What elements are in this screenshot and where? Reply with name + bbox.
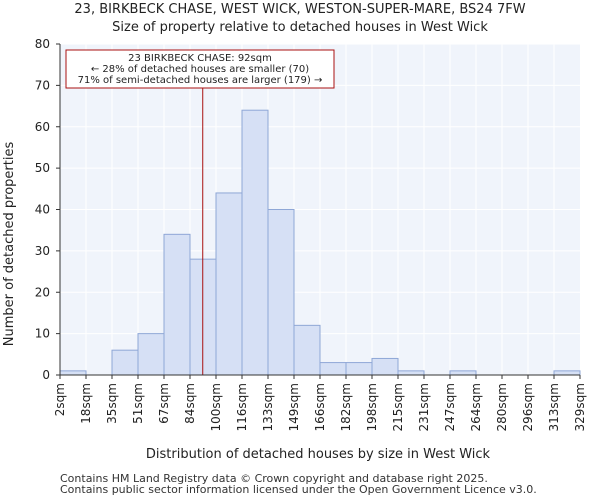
bar [449, 370, 477, 376]
x-tick-label: 231sqm [417, 383, 431, 431]
x-tick-label: 149sqm [287, 383, 301, 431]
bar [241, 109, 269, 376]
y-tick-label: 30 [35, 244, 50, 258]
y-axis-label: Number of detached properties [2, 142, 17, 347]
y-tick-label: 10 [35, 327, 50, 341]
annotation-box: 23 BIRKBECK CHASE: 92sqm ← 28% of detach… [65, 49, 335, 89]
x-tick-label: 264sqm [469, 383, 483, 431]
bar [553, 370, 581, 376]
footer-copyright: Contains HM Land Registry data © Crown c… [60, 472, 488, 485]
bar [345, 362, 373, 376]
bar [319, 362, 347, 376]
x-tick-label: 247sqm [443, 383, 457, 431]
x-tick-label: 67sqm [157, 383, 171, 424]
annotation-line-1: 23 BIRKBECK CHASE: 92sqm [128, 53, 272, 64]
x-tick-label: 51sqm [131, 383, 145, 424]
bar [293, 324, 321, 376]
footer-licence: Contains public sector information licen… [60, 483, 537, 496]
x-axis-label: Distribution of detached houses by size … [146, 447, 491, 462]
chart-title: 23, BIRKBECK CHASE, WEST WICK, WESTON-SU… [74, 2, 525, 17]
x-tick-label: 280sqm [495, 383, 509, 431]
x-tick-label: 116sqm [235, 383, 249, 431]
bar [397, 370, 425, 376]
y-tick-label: 60 [35, 120, 50, 134]
x-tick-label: 166sqm [313, 383, 327, 431]
bar [111, 349, 139, 376]
bar [59, 370, 87, 376]
x-tick-label: 182sqm [339, 383, 353, 431]
x-tick-label: 296sqm [521, 383, 535, 431]
y-tick-label: 50 [35, 161, 50, 175]
y-tick-label: 40 [35, 203, 50, 217]
x-tick-label: 133sqm [261, 383, 275, 431]
x-tick-label: 329sqm [573, 383, 587, 431]
y-tick-label: 0 [42, 368, 50, 382]
x-tick-label: 215sqm [391, 383, 405, 431]
x-tick-label: 35sqm [105, 383, 119, 424]
x-tick-label: 2sqm [53, 383, 67, 416]
y-tick-label: 80 [35, 37, 50, 51]
bar [267, 209, 295, 376]
chart-subtitle: Size of property relative to detached ho… [112, 20, 488, 35]
x-tick-label: 100sqm [209, 383, 223, 431]
x-tick-label: 84sqm [183, 383, 197, 424]
x-tick-label: 18sqm [79, 383, 93, 424]
x-tick-label: 198sqm [365, 383, 379, 431]
y-tick-label: 70 [35, 78, 50, 92]
bar [215, 192, 243, 376]
bar [163, 233, 191, 376]
annotation-line-2: ← 28% of detached houses are smaller (70… [91, 64, 309, 75]
bar [371, 357, 399, 376]
annotation-line-3: 71% of semi-detached houses are larger (… [78, 75, 323, 86]
y-tick-label: 20 [35, 285, 50, 299]
bar [137, 333, 165, 376]
x-tick-label: 313sqm [547, 383, 561, 431]
